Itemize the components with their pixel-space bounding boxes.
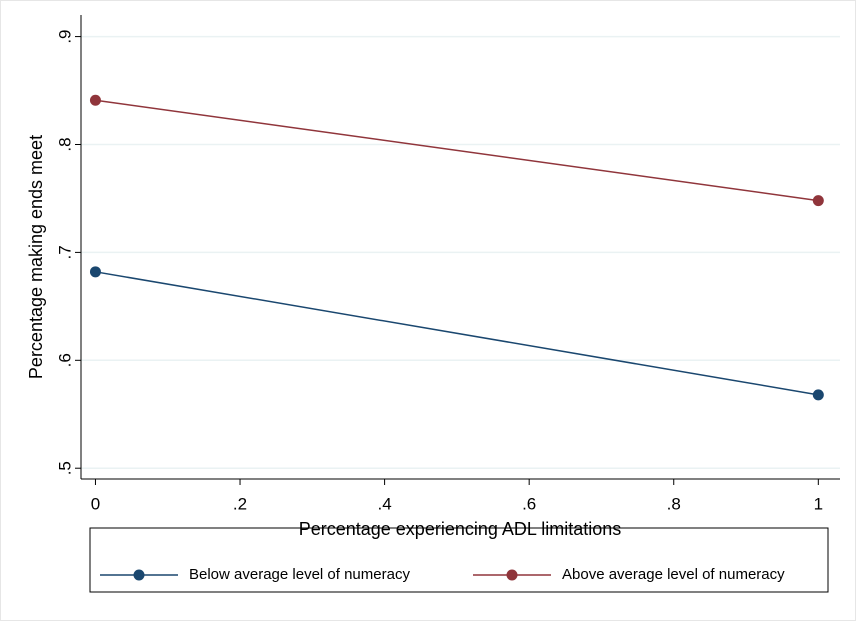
data-point — [812, 195, 824, 207]
legend-label: Above average level of numeracy — [562, 566, 785, 583]
data-point — [812, 389, 824, 401]
legend-box — [89, 527, 829, 593]
legend-label: Below average level of numeracy — [189, 566, 410, 583]
x-axis-title: Percentage experiencing ADL limitations — [299, 519, 622, 539]
data-point — [89, 266, 101, 278]
x-tick-label: 1 — [814, 494, 823, 513]
legend-marker — [506, 569, 518, 581]
y-tick-label: .9 — [55, 29, 74, 43]
x-tick-label: .6 — [522, 494, 536, 513]
y-tick-label: .7 — [55, 245, 74, 259]
x-tick-label: .2 — [233, 494, 247, 513]
series-line — [95, 271, 819, 396]
y-tick-label: .8 — [55, 137, 74, 151]
legend-marker — [133, 569, 145, 581]
x-tick-label: .8 — [667, 494, 681, 513]
y-tick-label: .6 — [55, 353, 74, 367]
y-axis-title: Percentage making ends meet — [26, 135, 46, 379]
series-line — [95, 99, 819, 202]
y-tick-label: .5 — [55, 461, 74, 475]
data-point — [89, 94, 101, 106]
x-tick-label: 0 — [91, 494, 100, 513]
x-tick-label: .4 — [378, 494, 392, 513]
